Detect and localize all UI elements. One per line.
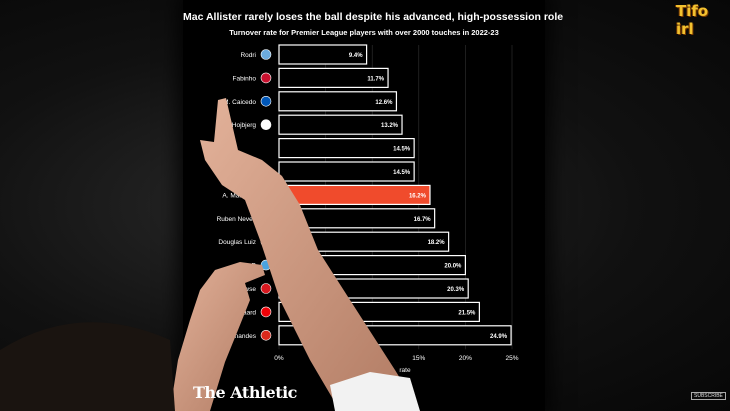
sleeve [330, 372, 420, 411]
arsenal-crest-icon [260, 306, 272, 318]
channel-logo: Tifo irl [676, 2, 709, 38]
bar [278, 67, 389, 89]
southampton-crest-icon [260, 283, 272, 294]
data-label: 11.7% [367, 76, 384, 82]
bar [278, 114, 403, 135]
player-name: Fabinho [233, 75, 257, 82]
chart-title: Mac Allister rarely loses the ball despi… [183, 11, 564, 23]
man-city-crest-icon [260, 49, 272, 60]
data-label: 21.5% [458, 310, 476, 316]
data-label: 9.4% [349, 53, 363, 59]
data-label: 16.2% [409, 193, 427, 199]
data-label: 13.2% [381, 123, 399, 129]
x-tick-label: 25% [505, 355, 518, 362]
player-name: rowse [239, 286, 257, 293]
brighton-crest-icon [260, 96, 272, 107]
liverpool-crest-icon [260, 72, 272, 84]
bar [278, 138, 415, 159]
pointing-hand [200, 98, 420, 411]
publisher-logo: The Athletic [193, 383, 297, 402]
chart-subtitle: Turnover rate for Premier League players… [229, 28, 499, 37]
tottenham-crest-icon [260, 119, 272, 130]
player-name: Douglas Luiz [218, 239, 256, 246]
x-axis-label: rate [399, 367, 411, 374]
player-name: Ruben Neves [217, 216, 257, 223]
x-tick-label: 15% [412, 355, 425, 362]
player-name: Hojbjerg [232, 122, 257, 129]
bar [278, 161, 415, 182]
data-label: 20.3% [447, 287, 465, 293]
data-label: 16.7% [414, 217, 432, 223]
subscribe-button[interactable]: SUBSCRIBE [691, 392, 726, 400]
bar [278, 91, 398, 112]
data-label: 24.9% [490, 334, 508, 340]
second-hand [170, 262, 265, 411]
player-name: Rodri [240, 52, 256, 59]
data-label: 14.5% [393, 147, 411, 153]
data-label: 20.0% [444, 264, 462, 270]
x-tick-label: 0% [274, 355, 284, 362]
player-name: M. Caicedo [223, 99, 256, 106]
bar [278, 44, 368, 65]
data-label: 12.6% [375, 100, 393, 106]
data-label: 14.5% [393, 170, 411, 176]
x-tick-label: 20% [459, 355, 472, 362]
data-label: 18.2% [428, 240, 446, 246]
head-shadow [0, 322, 175, 411]
man-united-crest-icon [260, 329, 272, 341]
